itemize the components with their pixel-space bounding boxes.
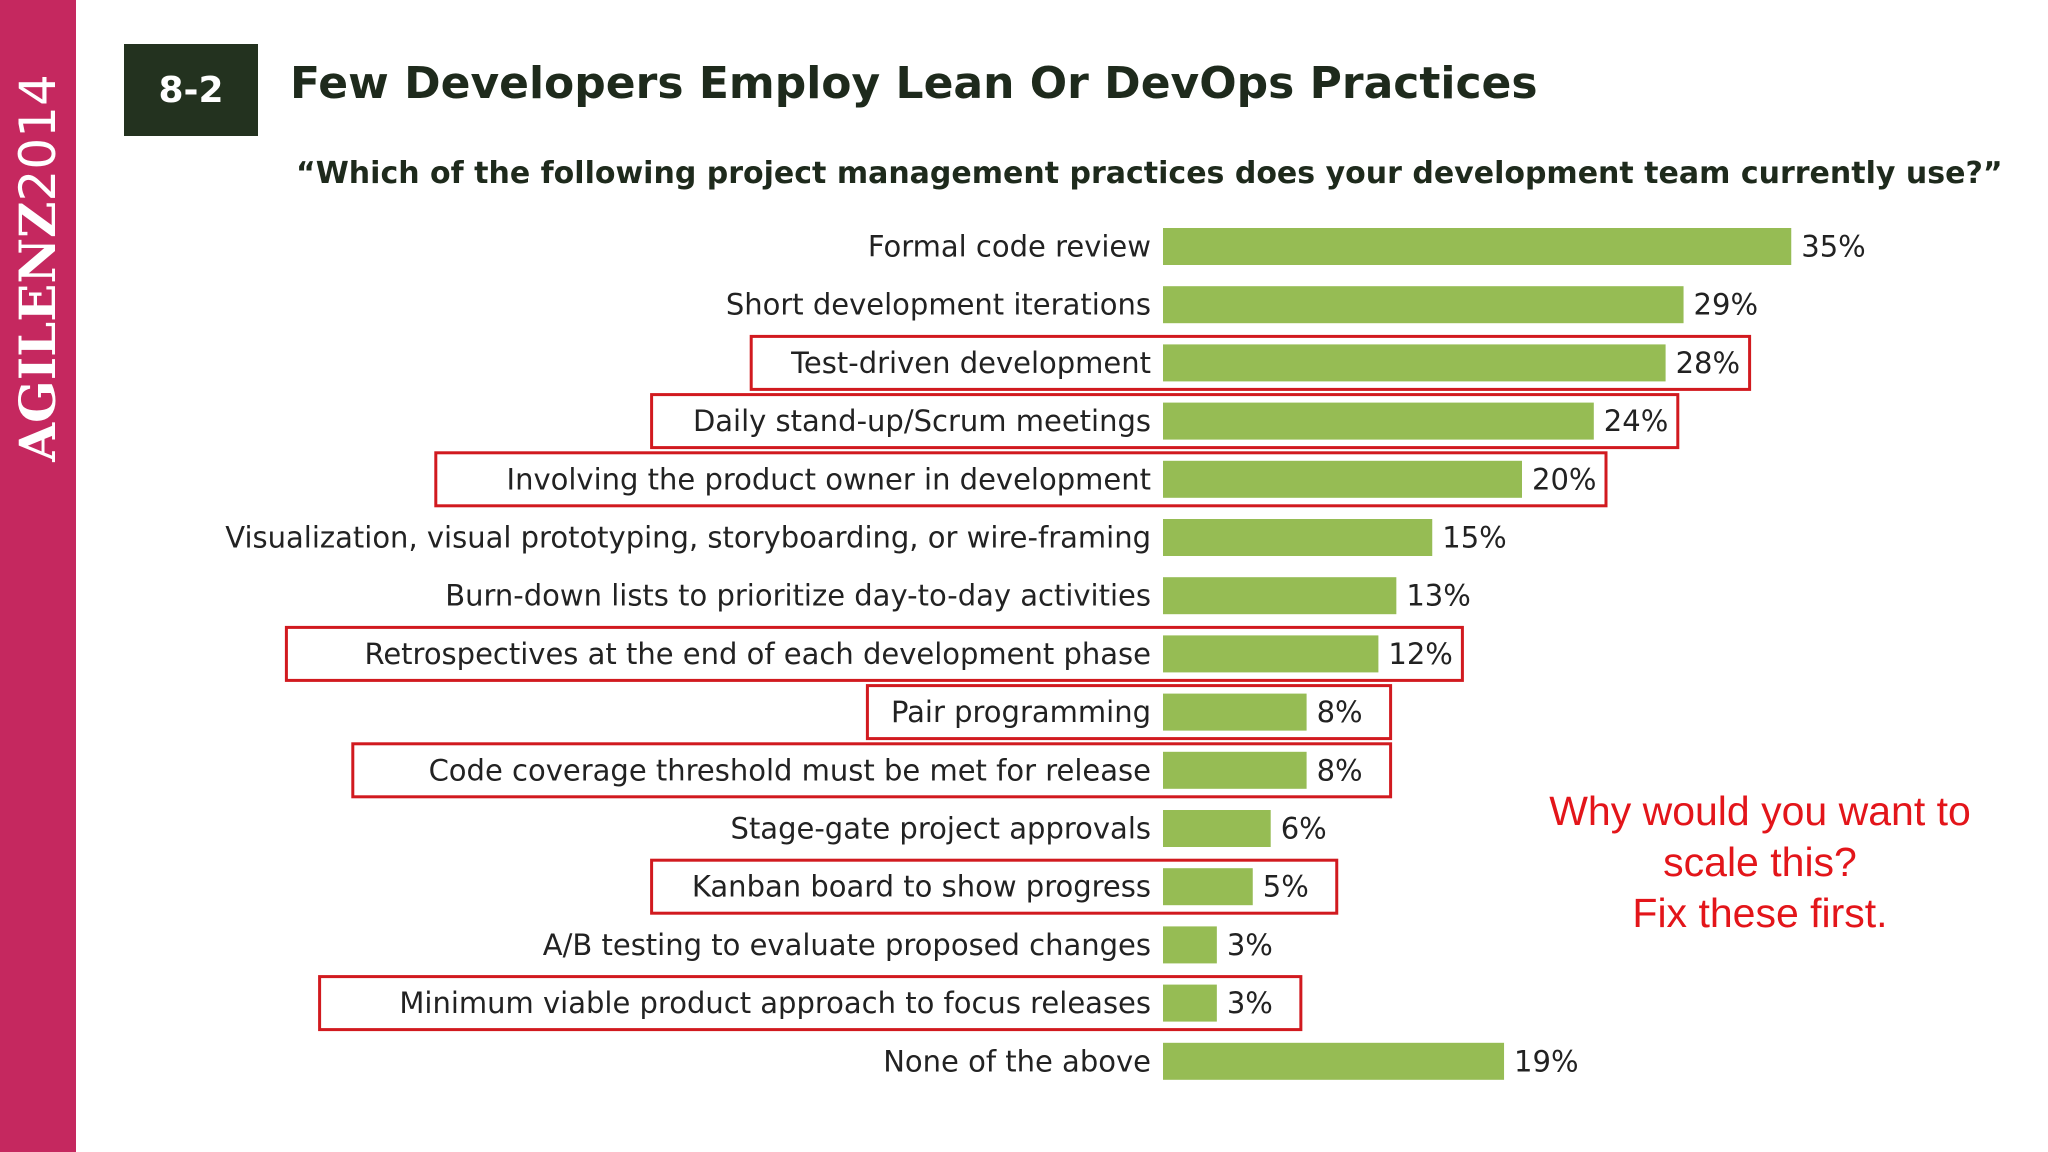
category-label-12: Kanban board to show progress xyxy=(692,870,1151,904)
bar-3 xyxy=(1163,344,1666,382)
bar-1 xyxy=(1163,228,1792,265)
bar-13 xyxy=(1163,926,1217,964)
annotation-line-2: scale this? xyxy=(1663,839,1857,885)
category-label-10: Code coverage threshold must be met for … xyxy=(429,753,1151,787)
bar-9 xyxy=(1163,693,1307,731)
highlight-box-12 xyxy=(650,858,1339,915)
figure-number-badge: 8-2 xyxy=(124,44,258,136)
category-label-1: Formal code review xyxy=(868,230,1151,264)
category-label-4: Daily stand-up/Scrum meetings xyxy=(693,404,1151,438)
value-label-11: 6% xyxy=(1281,812,1327,846)
bar-6 xyxy=(1163,519,1433,556)
bar-8 xyxy=(1163,635,1379,673)
value-label-6: 15% xyxy=(1442,521,1506,555)
category-label-13: A/B testing to evaluate proposed changes xyxy=(543,928,1151,962)
bar-7 xyxy=(1163,577,1397,615)
category-label-6: Visualization, visual prototyping, story… xyxy=(225,521,1151,555)
value-label-10: 8% xyxy=(1317,753,1363,787)
category-label-7: Burn-down lists to prioritize day-to-day… xyxy=(445,579,1151,613)
category-label-14: Minimum viable product approach to focus… xyxy=(399,986,1151,1020)
bar-11 xyxy=(1163,810,1271,847)
category-label-2: Short development iterations xyxy=(726,288,1151,322)
annotation-line-3: Fix these first. xyxy=(1632,890,1888,936)
value-label-1: 35% xyxy=(1801,230,1865,264)
value-label-5: 20% xyxy=(1532,462,1596,496)
highlight-box-9 xyxy=(865,684,1393,741)
value-label-15: 19% xyxy=(1514,1044,1578,1078)
bar-5 xyxy=(1163,460,1522,498)
highlight-box-3 xyxy=(749,334,1752,391)
category-label-9: Pair programming xyxy=(891,695,1151,729)
bar-12 xyxy=(1163,868,1253,906)
annotation-note: Why would you want to scale this? Fix th… xyxy=(1490,786,2030,939)
survey-question: “Which of the following project manageme… xyxy=(296,156,2003,191)
bar-15 xyxy=(1163,1042,1505,1080)
value-label-3: 28% xyxy=(1676,346,1740,380)
value-label-4: 24% xyxy=(1604,404,1668,438)
highlight-box-8 xyxy=(284,625,1464,682)
bar-10 xyxy=(1163,751,1307,789)
sidebar: AGILENZ2014 xyxy=(0,0,76,1152)
annotation-line-1: Why would you want to xyxy=(1549,788,1971,834)
category-label-5: Involving the product owner in developme… xyxy=(507,462,1151,496)
highlight-box-14 xyxy=(318,975,1303,1032)
value-label-9: 8% xyxy=(1317,695,1363,729)
bar-14 xyxy=(1163,984,1217,1022)
category-label-8: Retrospectives at the end of each develo… xyxy=(364,637,1151,671)
value-label-13: 3% xyxy=(1227,928,1273,962)
highlight-box-10 xyxy=(351,742,1393,799)
value-label-2: 29% xyxy=(1694,288,1758,322)
category-label-3: Test-driven development xyxy=(790,346,1151,380)
value-label-8: 12% xyxy=(1388,637,1452,671)
bar-2 xyxy=(1163,286,1684,324)
value-label-7: 13% xyxy=(1406,579,1470,613)
highlight-box-4 xyxy=(650,393,1680,450)
category-label-11: Stage-gate project approvals xyxy=(731,812,1151,846)
highlight-box-5 xyxy=(434,451,1608,508)
value-label-14: 3% xyxy=(1227,986,1273,1020)
category-label-15: None of the above xyxy=(883,1044,1151,1078)
figure-title: Few Developers Employ Lean Or DevOps Pra… xyxy=(290,58,1538,109)
value-label-12: 5% xyxy=(1263,870,1309,904)
bar-4 xyxy=(1163,402,1594,440)
